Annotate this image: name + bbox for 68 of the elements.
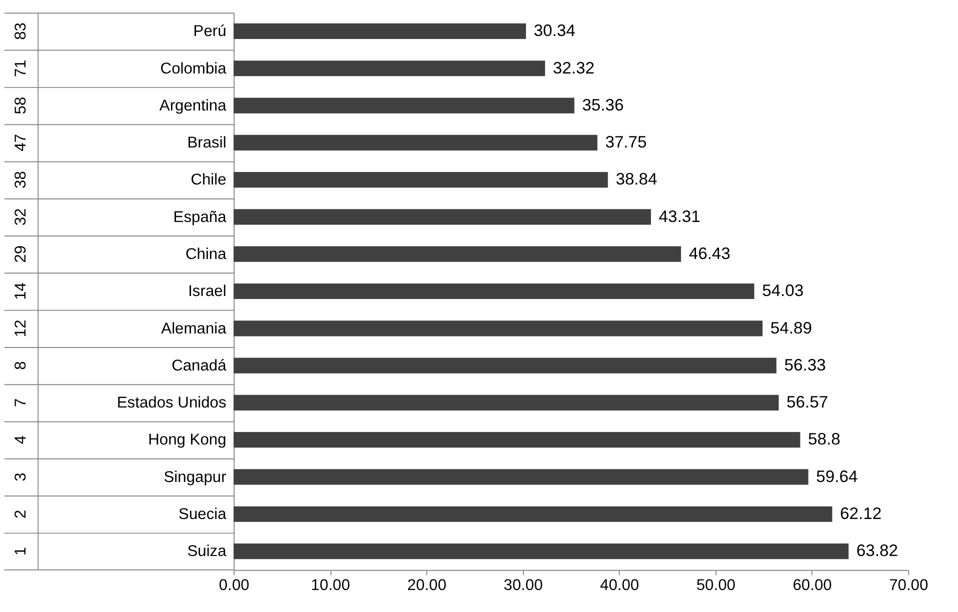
x-tick-label: 50.00: [696, 576, 736, 594]
data-label: 62.12: [840, 504, 882, 524]
y-tick-label: Suiza: [187, 543, 227, 560]
y-tick-label: Israel: [188, 283, 226, 300]
text: 38: [12, 170, 30, 188]
bar: [234, 283, 754, 300]
text: 12: [12, 320, 30, 338]
x-tick-label: 40.00: [600, 576, 640, 594]
data-label: 46.43: [688, 244, 730, 263]
text: 7: [12, 398, 30, 408]
text: 83: [12, 22, 30, 40]
x-tick-label: 10.00: [310, 576, 350, 594]
x-tick-label: 70.00: [889, 576, 928, 594]
data-label: 63.82: [856, 541, 898, 560]
bar: [234, 246, 682, 262]
bar: [234, 543, 849, 560]
x-tick-label: 20.00: [407, 576, 447, 594]
text: 32: [12, 208, 30, 226]
y-tick-label: Hong Kong: [148, 432, 226, 449]
y-tick-label: Canadá: [172, 357, 227, 374]
text: 8: [12, 360, 30, 370]
data-label: 37.75: [605, 132, 647, 152]
y-tick-label: Brasil: [187, 134, 226, 152]
text: 2: [12, 510, 30, 518]
y-tick-label: China: [185, 246, 227, 263]
y-tick-label: Estados Unidos: [116, 394, 226, 412]
text: 3: [12, 472, 30, 482]
bar: [234, 320, 763, 336]
y-tick-label: Suecia: [178, 506, 227, 524]
y-tick-label: Argentina: [159, 97, 227, 114]
y-tick-label: Chile: [190, 172, 226, 189]
y-tick-label: Singapur: [164, 468, 226, 486]
y-tick-label: Colombia: [160, 60, 227, 78]
data-label: 56.33: [784, 355, 826, 374]
data-label: 59.64: [816, 466, 858, 486]
data-label: 30.34: [534, 21, 576, 40]
bar: [234, 23, 526, 40]
x-tick-label: 60.00: [792, 576, 832, 594]
data-label: 54.89: [770, 318, 812, 338]
bar: [234, 134, 598, 150]
data-label: 54.03: [762, 281, 804, 300]
data-label: 43.31: [658, 206, 700, 226]
data-label: 38.84: [616, 170, 658, 189]
y-tick-label: España: [173, 208, 227, 226]
bar: [234, 394, 779, 410]
bar: [234, 209, 651, 225]
data-label: 35.36: [582, 95, 624, 114]
bar: [234, 358, 776, 374]
text: 4: [12, 435, 30, 444]
text: 58: [12, 96, 30, 114]
x-tick-label: 30.00: [504, 576, 544, 594]
bar: [234, 98, 574, 114]
y-tick-label: Perú: [193, 23, 226, 40]
x-tick-label: 0.00: [218, 576, 250, 594]
text: 29: [12, 245, 30, 263]
text: 71: [12, 60, 30, 78]
y-tick-label: Alemania: [161, 320, 227, 338]
data-label: 58.8: [808, 430, 840, 449]
bar: [234, 60, 546, 76]
text: 1: [12, 546, 30, 556]
text: 47: [12, 134, 30, 152]
bar: [234, 172, 608, 188]
data-label: 56.57: [786, 392, 828, 412]
data-label: 32.32: [552, 58, 594, 78]
bar: [234, 506, 832, 522]
bar: [234, 469, 808, 485]
text: 14: [12, 282, 30, 300]
bar: [234, 432, 800, 448]
